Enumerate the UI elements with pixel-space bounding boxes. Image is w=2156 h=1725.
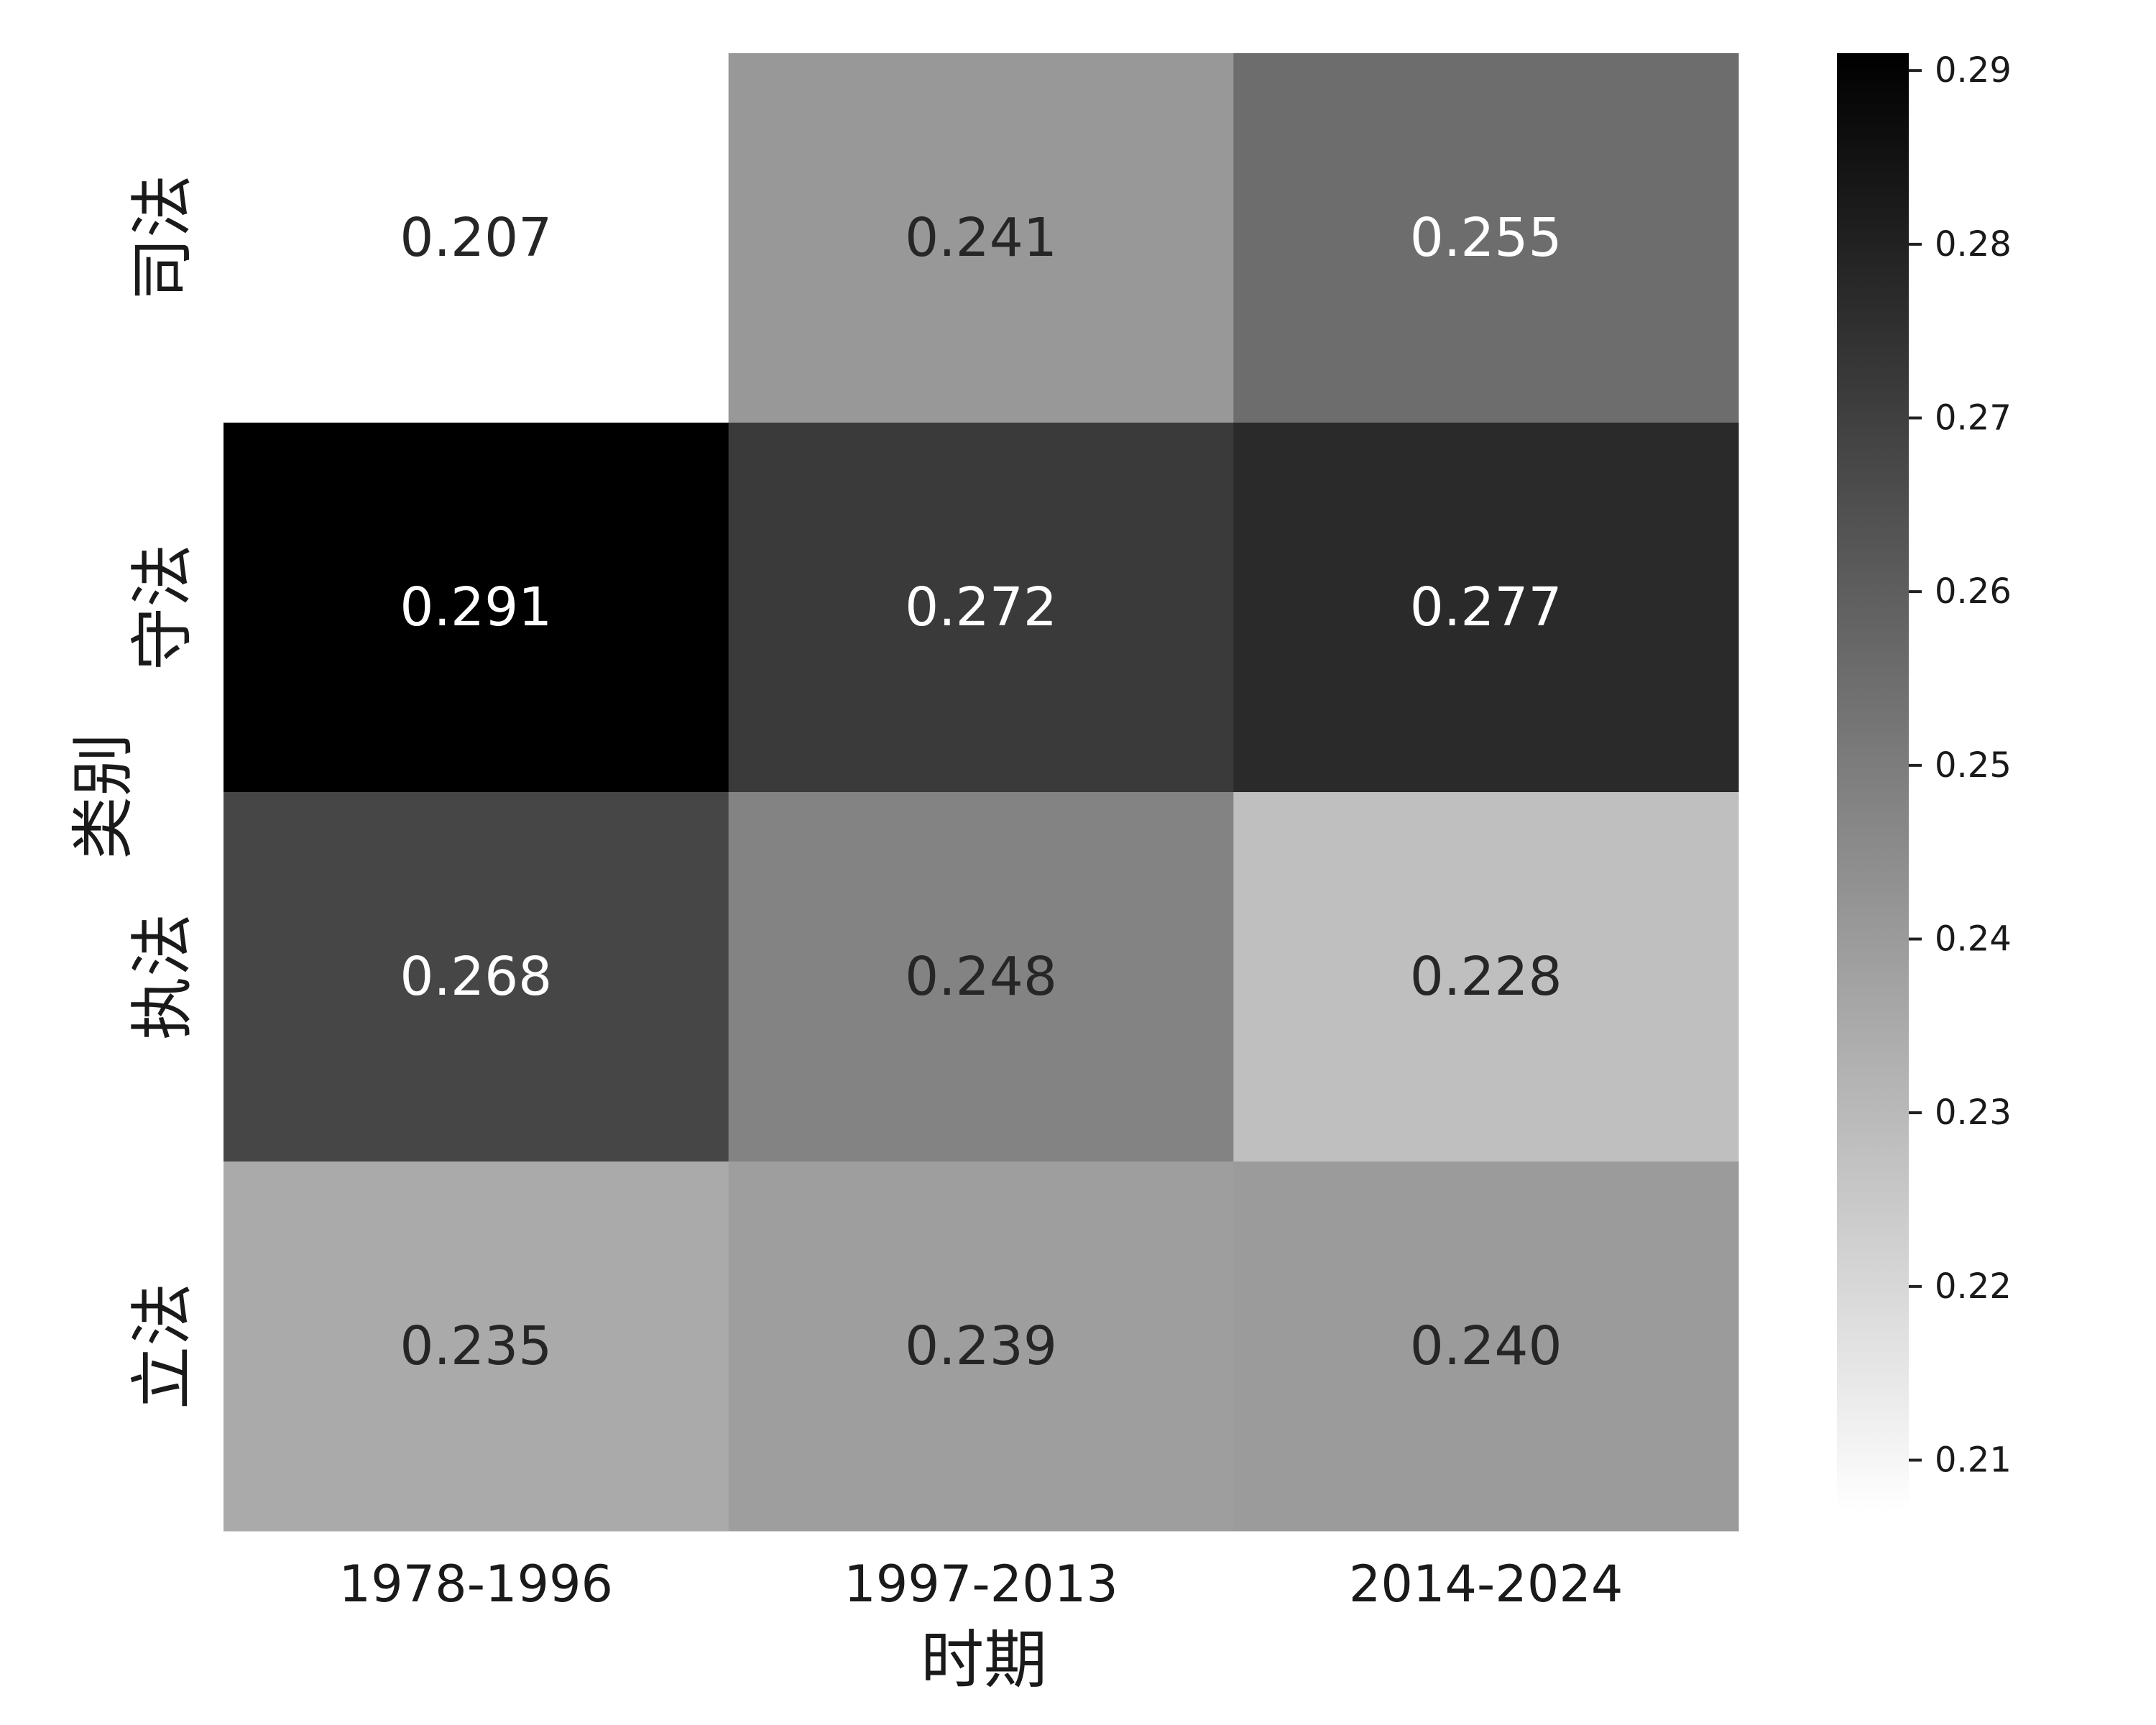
heatmap-cell	[1233, 1162, 1739, 1532]
colorbar-tick-label: 0.28	[1935, 224, 2012, 264]
colorbar-tick-label: 0.21	[1935, 1440, 2012, 1481]
colorbar-tick-label: 0.25	[1935, 745, 2012, 786]
heatmap-cell	[728, 1162, 1234, 1532]
x-axis-tick-labels: 1978-1996 1997-2013 2014-2024	[339, 1555, 1623, 1614]
x-axis-label: 时期	[921, 1623, 1047, 1697]
heatmap-cells	[224, 53, 1739, 1532]
x-tick-label: 1978-1996	[339, 1555, 614, 1614]
heatmap-cell-value: 0.239	[905, 1315, 1057, 1377]
colorbar-tick-label: 0.22	[1935, 1266, 2012, 1307]
heatmap-cell	[224, 792, 729, 1162]
heatmap-cell	[224, 1162, 729, 1532]
heatmap-cell-value: 0.241	[905, 207, 1057, 269]
heatmap-cell-labels: 0.207 0.241 0.255 0.291 0.272 0.277 0.268 0.248…	[400, 207, 1562, 1377]
x-tick-label: 1997-2013	[844, 1555, 1118, 1614]
heatmap-cell-value: 0.228	[1410, 946, 1562, 1008]
y-axis-label: 类别	[66, 733, 140, 860]
heatmap-cell	[728, 53, 1234, 423]
heatmap-cell	[224, 423, 729, 793]
x-tick-label: 2014-2024	[1349, 1555, 1623, 1614]
y-tick-label: 立法	[126, 1283, 200, 1409]
heatmap-cell	[224, 53, 729, 423]
y-tick-label: 司法	[126, 175, 200, 301]
colorbar-tick-label: 0.27	[1935, 398, 2012, 438]
heatmap-cell-value: 0.240	[1410, 1315, 1562, 1377]
heatmap-cell	[728, 423, 1234, 793]
colorbar-ticks: 0.21 0.22 0.23 0.24 0.25 0.26 0.27 0.28 0.29	[1909, 50, 2012, 1481]
heatmap-cell-value: 0.291	[400, 576, 552, 638]
colorbar-tick-label: 0.26	[1935, 571, 2012, 612]
colorbar-tick-label: 0.29	[1935, 50, 2012, 91]
colorbar	[1837, 53, 1909, 1512]
heatmap-cell-value: 0.248	[905, 946, 1057, 1008]
y-tick-label: 守法	[126, 544, 200, 671]
colorbar-tick-label: 0.24	[1935, 919, 2012, 960]
heatmap-cell	[728, 792, 1234, 1162]
heatmap-cell-value: 0.268	[400, 946, 552, 1008]
heatmap-cell-value: 0.255	[1410, 207, 1562, 269]
heatmap-cell	[1233, 423, 1739, 793]
y-tick-label: 执法	[126, 914, 200, 1040]
heatmap-cell	[1233, 53, 1739, 423]
heatmap-cell-value: 0.272	[905, 576, 1057, 638]
heatmap-cell-value: 0.277	[1410, 576, 1562, 638]
colorbar-tick-label: 0.23	[1935, 1092, 2012, 1133]
heatmap-cell-value: 0.235	[400, 1315, 552, 1377]
heatmap-cell-value: 0.207	[400, 207, 552, 269]
heatmap-cell	[1233, 792, 1739, 1162]
